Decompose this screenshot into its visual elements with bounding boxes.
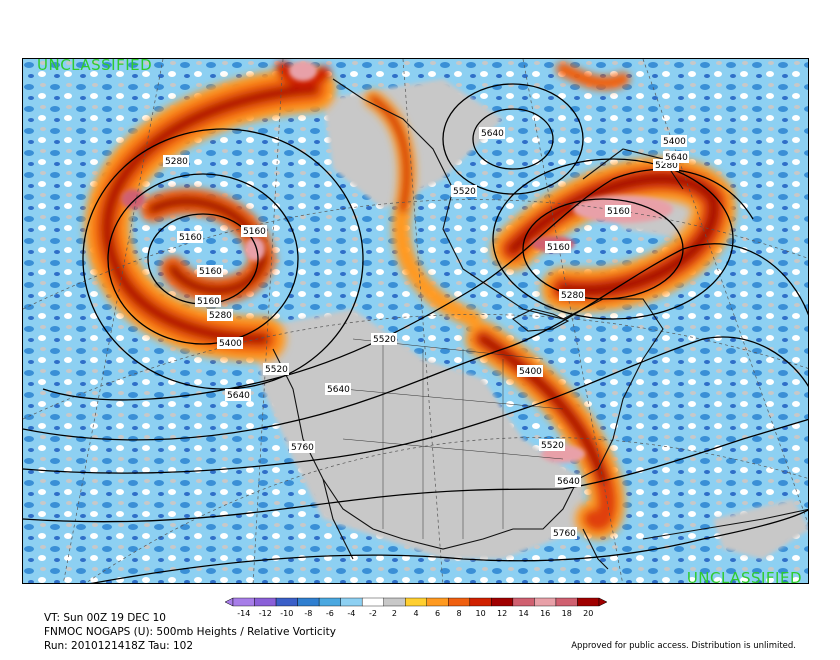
colorbar-tick-label: 4 [413,609,418,618]
valid-time-text: VT: Sun 00Z 19 DEC 10 [44,612,166,624]
svg-text:5760: 5760 [553,529,576,539]
svg-text:5640: 5640 [665,153,688,163]
colorbar-swatch [383,597,406,607]
contour-label: 5160 [605,205,631,217]
map-panel: 5160 5160 5160 5160 5160 5160 5280 5280 … [22,58,809,584]
colorbar-swatch [426,597,449,607]
colorbar-swatch [469,597,492,607]
classification-label-top: UNCLASSIFIED [37,58,153,74]
contour-label: 5640 [663,151,689,163]
svg-text:5160: 5160 [197,297,220,307]
state-boundaries [342,338,564,539]
colorbar-arrow-right [598,597,608,607]
colorbar-swatch [254,597,277,607]
svg-text:5640: 5640 [227,391,250,401]
svg-text:5400: 5400 [519,367,542,377]
svg-text:5640: 5640 [481,129,504,139]
colorbar-swatch [512,597,535,607]
colorbar-tick-label: 14 [519,609,529,618]
contour-label: 5160 [177,231,203,243]
colorbar-tick-label: 8 [457,609,462,618]
colorbar-tick-label: -10 [280,609,293,618]
colorbar-tick-label: 20 [583,609,593,618]
colorbar-arrow-left [224,597,234,607]
colorbar-swatch [534,597,557,607]
colorbar-swatch [405,597,427,607]
svg-text:5640: 5640 [557,477,580,487]
colorbar-tick-label: -14 [237,609,250,618]
svg-text:5160: 5160 [607,207,630,217]
svg-text:5520: 5520 [373,335,396,345]
contour-label: 5640 [555,475,581,487]
colorbar-swatch [275,597,298,607]
contour-label: 5520 [371,333,397,345]
colorbar-tick-label: -2 [369,609,377,618]
colorbar-tick-label: 18 [562,609,572,618]
colorbar-tick-label: 16 [540,609,550,618]
contour-label: 5760 [551,527,577,539]
svg-text:5520: 5520 [453,187,476,197]
contour-label: 5400 [517,365,543,377]
contour-label-layer: 5160 5160 5160 5160 5160 5160 5280 5280 … [163,127,689,539]
coastlines [272,78,808,570]
contour-label: 5400 [661,135,687,147]
colorbar-legend: -14 -12 -10 -8 -6 -4 -2 2 4 6 8 10 12 14 16 18 20 [224,597,608,619]
contour-label: 5520 [451,185,477,197]
svg-text:5760: 5760 [291,443,314,453]
contour-label: 5640 [325,383,351,395]
contour-label: 5640 [479,127,505,139]
contour-label: 5520 [263,363,289,375]
colorbar-tick-label: 12 [497,609,507,618]
colorbar-tick-label: 10 [475,609,485,618]
colorbar-tick-label: -8 [304,609,312,618]
svg-text:5280: 5280 [655,161,678,171]
svg-text:5160: 5160 [179,233,202,243]
svg-text:5520: 5520 [541,441,564,451]
contour-label: 5160 [195,295,221,307]
lat-lon-grid [23,59,808,583]
contour-label: 5160 [241,225,267,237]
classification-label-bottom: UNCLASSIFIED [686,569,802,584]
svg-text:5280: 5280 [561,291,584,301]
contour-label: 5520 [539,439,565,451]
colorbar-swatch [491,597,514,607]
svg-text:5520: 5520 [265,365,288,375]
colorbar-swatch [361,597,384,607]
colorbar-swatch [340,597,363,607]
svg-text:5160: 5160 [547,243,570,253]
model-description-text: FNMOC NOGAPS (U): 500mb Heights / Relati… [44,626,336,638]
svg-text:5400: 5400 [663,137,686,147]
run-info-text: Run: 2010121418Z Tau: 102 [44,640,194,652]
colorbar-swatch [297,597,320,607]
colorbar-tick-label: -4 [347,609,355,618]
contour-label: 5280 [559,289,585,301]
contour-label: 5160 [197,265,223,277]
contour-label: 5400 [217,337,243,349]
svg-text:5160: 5160 [243,227,266,237]
colorbar-swatch [448,597,471,607]
svg-text:5400: 5400 [219,339,242,349]
colorbar-swatch [232,597,255,607]
colorbar-tick-label: 6 [435,609,440,618]
svg-text:5280: 5280 [165,157,188,167]
svg-text:5160: 5160 [199,267,222,277]
contour-label: 5280 [207,309,233,321]
colorbar-swatch [318,597,341,607]
colorbar-swatch [555,597,578,607]
colorbar-tick-label: -6 [326,609,334,618]
svg-text:5640: 5640 [327,385,350,395]
contour-label: 5160 [545,241,571,253]
colorbar-swatch [577,597,600,607]
height-contours [23,83,808,583]
contour-label: 5640 [225,389,251,401]
vorticity-bands [84,61,736,540]
colorbar-tick-label: 2 [392,609,397,618]
distribution-statement: Approved for public access. Distribution… [571,641,796,651]
svg-text:5280: 5280 [209,311,232,321]
contour-label: 5280 [163,155,189,167]
colorbar-tick-label: -12 [259,609,272,618]
contour-label: 5760 [289,441,315,453]
